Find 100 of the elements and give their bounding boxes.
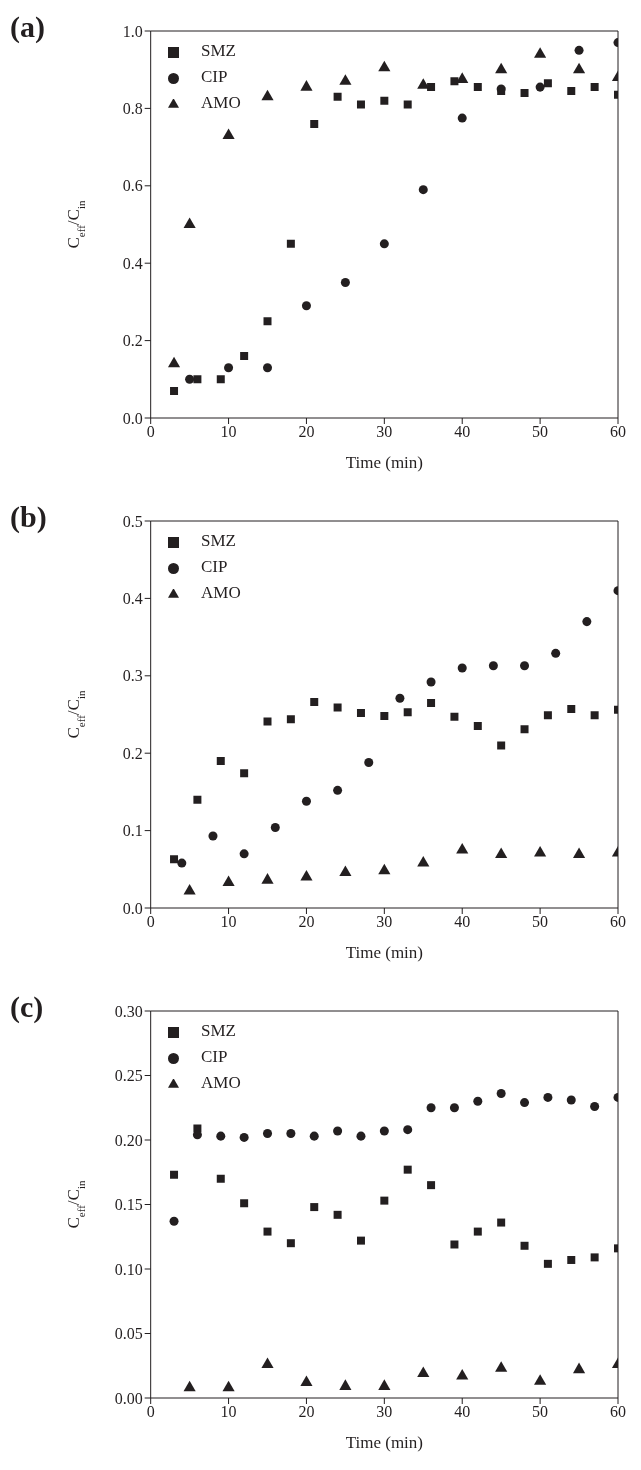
point bbox=[417, 1366, 430, 1377]
point bbox=[450, 712, 459, 721]
point bbox=[379, 1126, 389, 1136]
point bbox=[496, 1089, 506, 1099]
legend-label: CIP bbox=[201, 67, 228, 86]
point bbox=[224, 363, 234, 373]
point bbox=[574, 45, 584, 55]
point bbox=[333, 92, 342, 101]
point bbox=[261, 873, 274, 884]
point bbox=[263, 317, 272, 326]
point bbox=[378, 60, 391, 72]
legend-label: AMO bbox=[201, 1073, 241, 1092]
legend-label: SMZ bbox=[201, 1021, 236, 1040]
point bbox=[590, 83, 599, 92]
point bbox=[488, 661, 498, 671]
point bbox=[356, 708, 365, 717]
point bbox=[301, 301, 311, 311]
y-tick-label: 0.25 bbox=[114, 1067, 143, 1085]
point bbox=[239, 849, 249, 859]
y-tick-label: 0.4 bbox=[122, 254, 143, 272]
x-tick-label: 50 bbox=[532, 913, 549, 931]
point bbox=[177, 858, 187, 868]
point bbox=[379, 239, 389, 249]
point bbox=[333, 1210, 342, 1219]
point bbox=[567, 705, 576, 714]
point bbox=[534, 846, 547, 857]
point bbox=[170, 386, 179, 395]
point bbox=[495, 1361, 508, 1372]
point bbox=[309, 1131, 319, 1141]
y-tick-label: 0.05 bbox=[114, 1325, 143, 1343]
point bbox=[300, 1375, 313, 1387]
point bbox=[262, 1129, 273, 1139]
point bbox=[380, 712, 389, 721]
y-tick-label: 0.20 bbox=[114, 1131, 143, 1149]
point bbox=[310, 1203, 319, 1212]
point bbox=[566, 1095, 576, 1105]
point bbox=[590, 1101, 600, 1111]
point bbox=[534, 47, 547, 58]
point bbox=[535, 82, 545, 92]
y-tick-label: 0.6 bbox=[122, 177, 143, 195]
point bbox=[473, 1227, 482, 1236]
x-tick-label: 0 bbox=[146, 423, 155, 441]
point bbox=[426, 1103, 436, 1113]
point bbox=[495, 847, 508, 859]
point bbox=[222, 128, 235, 139]
point bbox=[216, 756, 225, 765]
point bbox=[261, 1357, 274, 1368]
point bbox=[261, 89, 274, 101]
legend-label: SMZ bbox=[201, 41, 236, 60]
point bbox=[310, 698, 319, 707]
point bbox=[239, 1132, 249, 1142]
point bbox=[520, 1098, 530, 1108]
point bbox=[427, 698, 436, 707]
point bbox=[551, 648, 561, 658]
point bbox=[333, 1126, 343, 1136]
point bbox=[356, 1131, 366, 1141]
x-tick-label: 40 bbox=[454, 1403, 471, 1421]
legend-label: AMO bbox=[201, 93, 241, 112]
point bbox=[457, 663, 467, 673]
point bbox=[567, 1255, 576, 1264]
point bbox=[185, 374, 195, 384]
point bbox=[457, 113, 467, 123]
point bbox=[356, 100, 365, 109]
point bbox=[333, 785, 343, 795]
legend-label: AMO bbox=[201, 583, 241, 602]
point bbox=[520, 1241, 529, 1250]
point bbox=[520, 88, 529, 97]
point bbox=[270, 823, 280, 833]
point bbox=[339, 865, 352, 876]
point bbox=[497, 1218, 506, 1227]
point bbox=[426, 677, 436, 687]
point bbox=[590, 1253, 599, 1262]
x-axis-title: Time (min) bbox=[345, 453, 423, 472]
point bbox=[567, 86, 576, 95]
point bbox=[403, 1165, 412, 1174]
point bbox=[216, 375, 225, 384]
x-tick-label: 10 bbox=[220, 423, 237, 441]
point bbox=[193, 795, 202, 804]
point bbox=[286, 1129, 296, 1139]
x-tick-label: 60 bbox=[610, 913, 626, 931]
point bbox=[543, 1092, 553, 1102]
point bbox=[216, 1174, 225, 1183]
point bbox=[473, 722, 482, 731]
point bbox=[534, 1374, 547, 1385]
point bbox=[427, 83, 436, 92]
x-tick-label: 30 bbox=[376, 423, 393, 441]
point bbox=[208, 831, 218, 841]
point bbox=[286, 1239, 295, 1248]
point bbox=[339, 1379, 352, 1390]
x-tick-label: 30 bbox=[376, 913, 393, 931]
chart-title: (a) bbox=[10, 10, 45, 44]
point bbox=[339, 74, 352, 85]
y-tick-label: 0.1 bbox=[122, 822, 143, 840]
point bbox=[495, 62, 508, 74]
point bbox=[240, 352, 249, 361]
point bbox=[240, 1199, 249, 1208]
legend-label: SMZ bbox=[201, 531, 236, 550]
point bbox=[222, 1380, 235, 1392]
point bbox=[193, 375, 202, 384]
point bbox=[183, 217, 196, 229]
